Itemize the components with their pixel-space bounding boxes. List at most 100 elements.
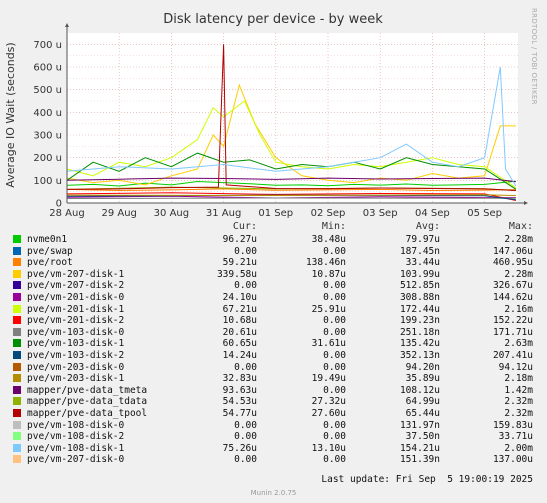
legend-avg: 154.21u: [399, 442, 440, 454]
y-tick-label: 700 u: [33, 40, 62, 51]
legend-name: pve/vm-201-disk-1: [27, 303, 125, 315]
legend-avg: 131.97n: [399, 419, 440, 431]
legend-name: pve/root: [27, 257, 73, 269]
series-line: [66, 66, 517, 187]
legend-max: 326.67u: [492, 280, 533, 292]
legend-name: mapper/pve-data_tmeta: [27, 384, 148, 396]
legend-max: 460.95u: [492, 257, 533, 269]
legend-swatch: [13, 304, 21, 313]
legend-row: pve/vm-201-disk-2 10.68u 0.00 199.23n 152.22…: [0, 315, 547, 326]
legend-avg: 79.97u: [405, 234, 440, 245]
legend-cur: 59.21u: [222, 257, 257, 269]
legend-cur: 60.65u: [222, 338, 257, 350]
y-axis-label: Average IO Wait (seconds): [4, 42, 17, 187]
legend-swatch: [13, 432, 21, 441]
legend-max: 144.62u: [492, 292, 533, 303]
legend-avg: 151.39n: [399, 454, 440, 466]
series-line: [66, 194, 516, 197]
legend-min: 25.91u: [311, 303, 346, 315]
legend-name: pve/vm-207-disk-2: [27, 280, 125, 292]
legend-name: pve/vm-108-disk-2: [27, 431, 125, 443]
legend-min: 13.10u: [311, 442, 346, 454]
x-tick-label: 01 Sep: [258, 208, 293, 219]
legend-max: 207.41u: [492, 350, 533, 361]
legend-max: 1.42m: [504, 384, 533, 396]
series-line: [66, 180, 516, 187]
legend-row: pve/swap 0.00 0.00 187.45n 147.06u: [0, 246, 547, 257]
y-axis-arrow: [65, 23, 69, 27]
legend-row: pve/vm-103-disk-0 20.61u 0.00 251.18n 171.71…: [0, 327, 547, 338]
legend-cur: 96.27u: [222, 234, 257, 245]
legend-header-avg: Avg:: [415, 221, 440, 232]
legend-swatch: [13, 327, 21, 336]
x-tick-label: 03 Sep: [363, 208, 398, 219]
legend-row: mapper/pve-data_tpool 54.77u 27.60u 65.44u 2…: [0, 408, 547, 419]
legend-row: nvme0n1 96.27u 38.48u 79.97u 2.28m: [0, 234, 547, 245]
legend-cur: 54.77u: [222, 408, 257, 419]
legend-swatch: [13, 385, 21, 394]
series-line: [66, 44, 516, 191]
axes: 0 100 u 200 u 300 u 400 u 500 u 600 u 700 u 28 A…: [33, 23, 528, 219]
legend-cur: 20.61u: [222, 326, 257, 338]
legend-row: pve/vm-207-disk-0 0.00 0.00 151.39n 137.00u: [0, 454, 547, 465]
legend-swatch: [13, 269, 21, 278]
legend-swatch: [13, 397, 21, 406]
y-tick-label: 100 u: [33, 176, 62, 187]
legend-swatch: [13, 235, 21, 243]
legend-swatch: [13, 316, 21, 325]
legend-min: 0.00: [323, 361, 346, 373]
legend-min: 10.87u: [311, 268, 346, 280]
x-axis-arrow: [524, 201, 528, 205]
legend-avg: 35.89u: [405, 373, 440, 385]
legend-row: pve/vm-103-disk-1 60.65u 31.61u 135.42u 2.63…: [0, 338, 547, 349]
x-tick-label: 05 Sep: [467, 208, 502, 219]
y-tick-label: 500 u: [33, 85, 62, 96]
legend-cur: 14.24u: [222, 350, 257, 361]
legend-name: pve/swap: [27, 245, 73, 257]
legend-cur: 339.58u: [216, 268, 257, 280]
y-tick-label: 0: [56, 199, 62, 210]
series-line: [66, 152, 517, 190]
legend-swatch: [13, 443, 21, 452]
legend-max: 94.12u: [498, 361, 533, 373]
series-line: [66, 188, 516, 192]
legend-row: mapper/pve-data_tmeta 93.63u 0.00 108.12u 1.…: [0, 385, 547, 396]
chart-title: Disk latency per device - by week: [163, 12, 383, 27]
legend-avg: 135.42u: [399, 338, 440, 350]
x-tick-label: 28 Aug: [49, 208, 84, 219]
legend-min: 0.00: [323, 419, 346, 431]
legend-row: pve/vm-108-disk-1 75.26u 13.10u 154.21u 2.00…: [0, 443, 547, 454]
plot-area: [67, 33, 518, 203]
legend-cur: 0.00: [234, 454, 257, 466]
legend-name: pve/vm-203-disk-1: [27, 373, 125, 385]
legend-name: pve/vm-103-disk-1: [27, 338, 125, 350]
legend-name: pve/vm-103-disk-0: [27, 326, 125, 338]
grid: [66, 33, 518, 203]
legend-avg: 33.44u: [405, 257, 440, 269]
legend-cur: 93.63u: [222, 384, 257, 396]
series-line: [66, 197, 516, 199]
legend-row: pve/vm-201-disk-0 24.10u 0.00 308.88n 144.62…: [0, 292, 547, 303]
legend-swatch: [13, 258, 21, 267]
legend-min: 0.00: [323, 315, 346, 327]
legend-cur: 24.10u: [222, 292, 257, 303]
legend-max: 33.71u: [498, 431, 533, 443]
legend-name: pve/vm-108-disk-0: [27, 419, 125, 431]
legend-row: mapper/pve-data_tdata 54.53u 27.32u 64.99u 2…: [0, 396, 547, 407]
y-tick-label: 600 u: [33, 63, 62, 74]
legend-header-min: Min:: [321, 221, 346, 232]
legend-max: 2.32m: [504, 408, 533, 419]
legend-min: 138.46n: [305, 257, 346, 269]
legend-avg: 199.23n: [399, 315, 440, 327]
legend-min: 0.00: [323, 384, 346, 396]
legend-avg: 108.12u: [399, 384, 440, 396]
legend-cur: 67.21u: [222, 303, 257, 315]
legend-max: 171.71u: [492, 326, 533, 338]
legend-name: pve/vm-207-disk-1: [27, 268, 125, 280]
y-tick-label: 300 u: [33, 131, 62, 142]
series-line: [66, 100, 517, 189]
legend-cur: 75.26u: [222, 442, 257, 454]
legend-avg: 187.45n: [399, 245, 440, 257]
legend-name: pve/vm-108-disk-1: [27, 442, 125, 454]
x-tick-label: 04 Sep: [415, 208, 450, 219]
